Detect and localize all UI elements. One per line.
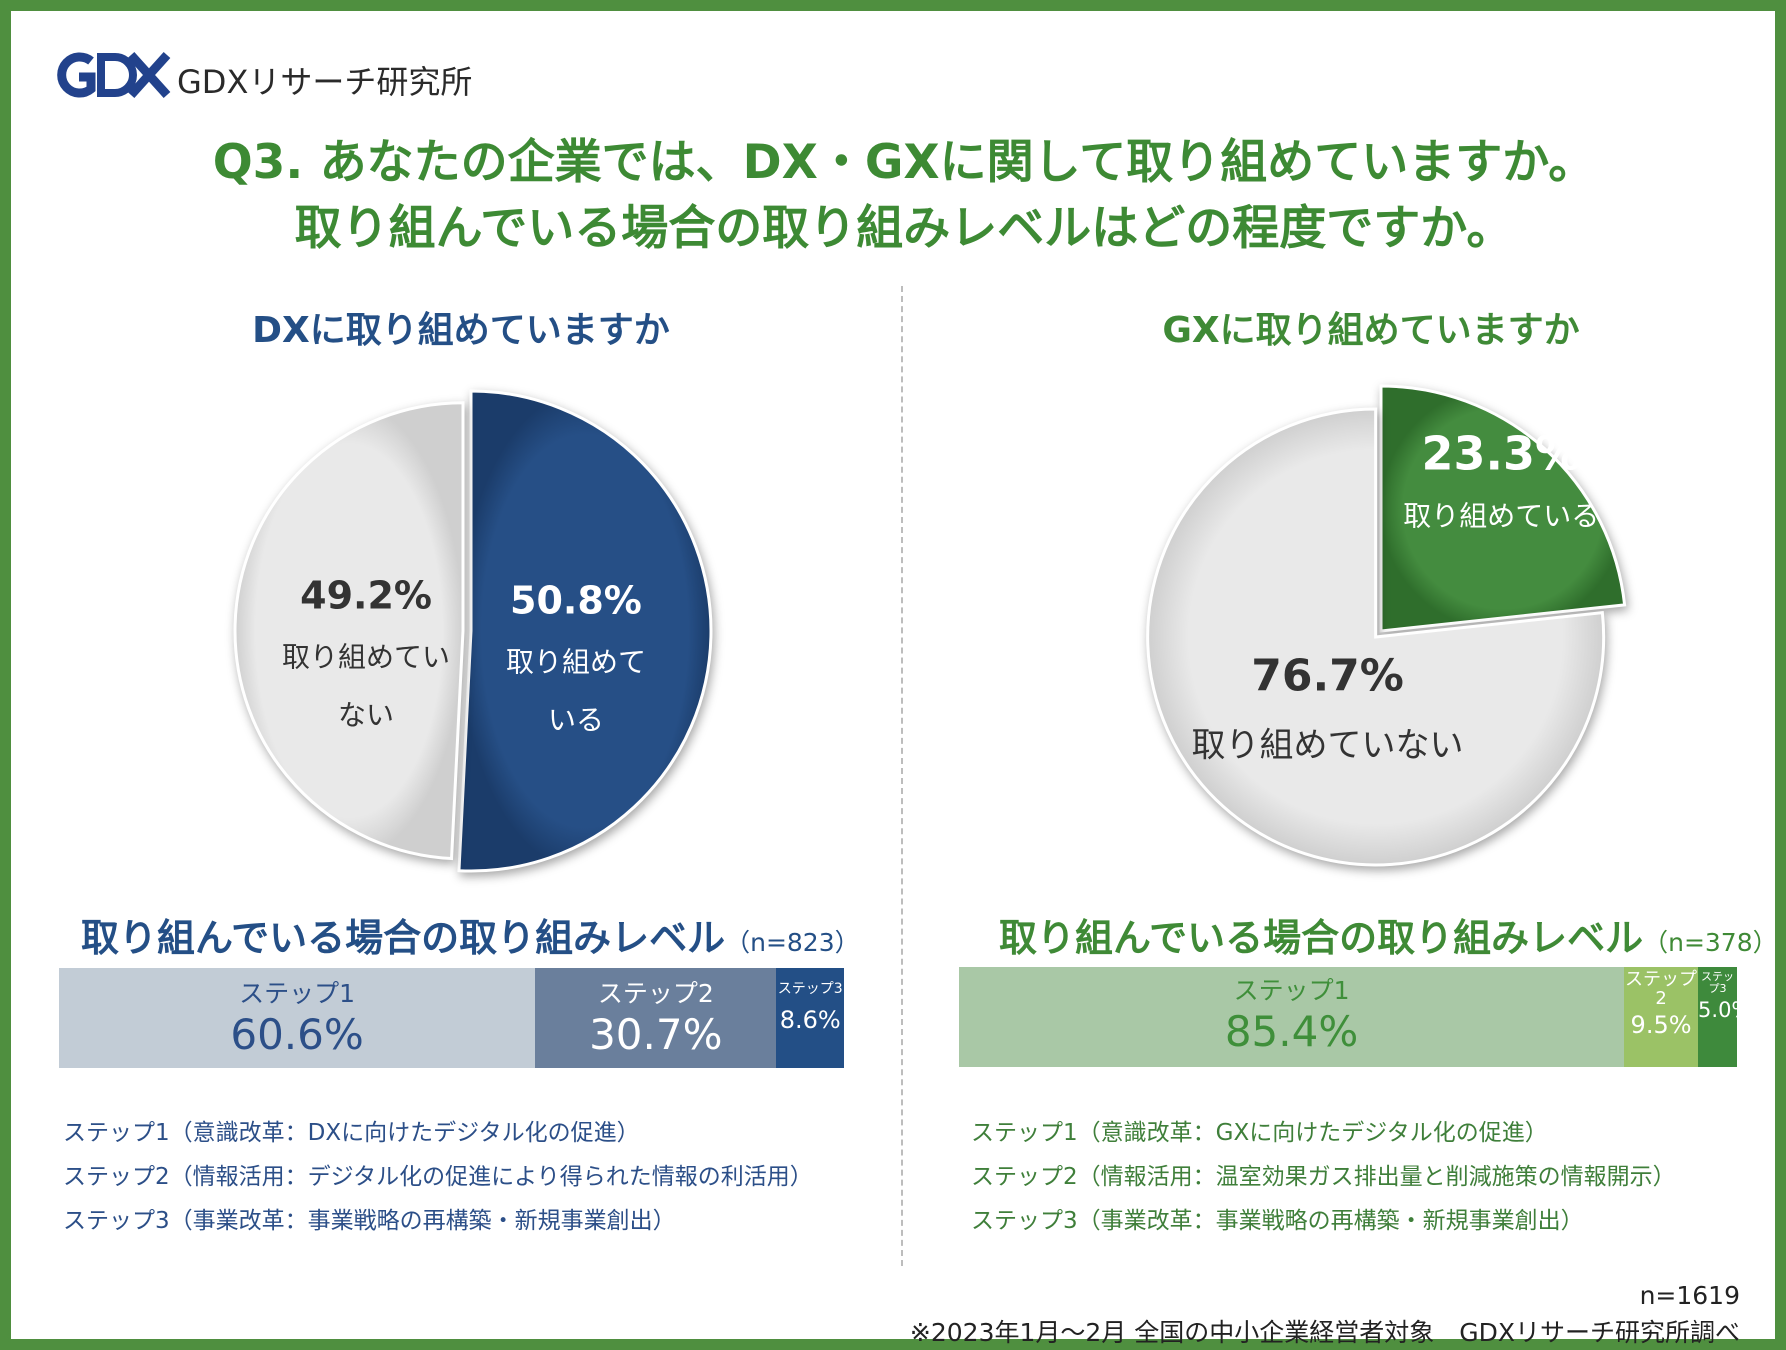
dx-step-legend: ステップ1（意識改革：DXに向けたデジタル化の促進） ステップ2（情報活用：デジ… (63, 1111, 813, 1243)
dx-level-title-text: 取り組んでいる場合の取り組みレベル (81, 916, 726, 960)
dx-level-n: （n=823） (725, 928, 860, 957)
dx-bar-segment-value-3: 8.6% (779, 1006, 841, 1034)
dx-bar-segment-label-3: ステップ3 (777, 981, 843, 997)
gx-pie-value-label-1: 23.3% (1421, 426, 1581, 480)
gx-pie-title: GXに取り組めていますか (1162, 310, 1580, 351)
dx-pie-chart: 50.8% 取り組めている 49.2% 取り組めていない (233, 389, 713, 873)
footer-survey-note: ※2023年1月～2月 全国の中小企業経営者対象 GDXリサーチ研究所調べ (909, 1318, 1740, 1347)
gx-level-title-text: 取り組んでいる場合の取り組みレベル (999, 916, 1644, 960)
dx-bar-segment-3: ステップ3 8.6% (776, 968, 844, 1068)
dx-level-title: 取り組んでいる場合の取り組みレベル（n=823） (81, 907, 860, 962)
dx-pie-category-label-1: いる (548, 704, 604, 737)
dx-bar-segment-label-1: ステップ1 (239, 979, 356, 1008)
dx-pie-slice-1 (457, 389, 713, 873)
dx-legend-step2: ステップ2（情報活用：デジタル化の促進により得られた情報の利活用） (63, 1164, 813, 1190)
gx-pie-slice-1 (1379, 384, 1627, 633)
gx-bar-segment-value-1: 85.4% (1224, 1007, 1359, 1056)
dx-legend-step1: ステップ1（意識改革：DXに向けたデジタル化の促進） (63, 1120, 640, 1146)
gx-legend-step3: ステップ3（事業改革：事業戦略の再構築・新規事業創出） (971, 1208, 1584, 1234)
gx-bar-segment-label-3: ステップ3 (1701, 970, 1734, 995)
dx-bar-segment-1: ステップ1 60.6% (59, 968, 536, 1068)
brand-logo: GDXリサーチ研究所 (53, 51, 483, 111)
dx-legend-step3: ステップ3（事業改革：事業戦略の再構築・新規事業創出） (63, 1208, 676, 1234)
gx-level-n: （n=378） (1643, 928, 1778, 957)
dx-pie-value-label-2: 49.2% (300, 573, 432, 617)
gx-bar-segment-2: ステップ2 9.5% (1624, 967, 1699, 1067)
dx-pie-category-label-1: 取り組めて (506, 646, 646, 679)
gx-level-title: 取り組んでいる場合の取り組みレベル（n=378） (999, 907, 1778, 962)
gx-step-legend: ステップ1（意識改革：GXに向けたデジタル化の促進） ステップ2（情報活用：温室… (971, 1111, 1676, 1243)
dx-bar-segment-label-2: ステップ2 (597, 979, 714, 1008)
dx-pie-slice-2 (233, 401, 465, 861)
gx-bar-segment-3: ステップ3 5.0% (1698, 967, 1737, 1067)
gx-pie-category-label-1: 取り組めている (1403, 499, 1599, 532)
page-title-line-1: Q3. あなたの企業では、DX・GXに関して取り組めていますか。 (212, 135, 1596, 190)
gx-pie-chart: 23.3% 取り組めている 76.7% 取り組めていない (1146, 384, 1627, 867)
dx-pie-category-label-2: 取り組めてい (282, 640, 450, 673)
gx-pie-slice-2 (1146, 407, 1606, 867)
dx-pie-category-label-2: ない (338, 698, 394, 731)
footer-sample-size: n=1619 (1639, 1281, 1740, 1310)
gx-legend-step2: ステップ2（情報活用：温室効果ガス排出量と削減施策の情報開示） (971, 1164, 1676, 1190)
gx-bar-segment-value-3: 5.0% (1698, 998, 1737, 1023)
gx-pie-value-label-2: 76.7% (1251, 651, 1404, 702)
gdx-logo-mark-icon (57, 51, 171, 99)
dx-pie-value-label-1: 50.8% (510, 579, 642, 623)
gx-legend-step1: ステップ1（意識改革：GXに向けたデジタル化の促進） (971, 1120, 1548, 1146)
gx-bar-segment-value-2: 9.5% (1630, 1010, 1692, 1039)
dx-level-stacked-bar: ステップ1 60.6% ステップ2 30.7% ステップ3 8.6% (59, 968, 844, 1068)
gx-bar-segment-label-1: ステップ1 (1233, 976, 1350, 1005)
page-title-line-2: 取り組んでいる場合の取り組みレベルはどの程度ですか。 (294, 201, 1514, 256)
gx-bar-segment-1: ステップ1 85.4% (959, 967, 1625, 1067)
dx-bar-segment-value-2: 30.7% (589, 1010, 723, 1059)
dx-bar-segment-value-1: 60.6% (230, 1010, 364, 1059)
dx-bar-segment-2: ステップ2 30.7% (535, 968, 777, 1068)
brand-name: GDXリサーチ研究所 (177, 63, 473, 101)
gx-bar-segment-label-2: ステップ2 (1625, 969, 1698, 1009)
center-divider (901, 286, 903, 1266)
dx-pie-title: DXに取り組めていますか (252, 310, 670, 351)
gx-pie-category-label-2: 取り組めていない (1192, 726, 1464, 766)
